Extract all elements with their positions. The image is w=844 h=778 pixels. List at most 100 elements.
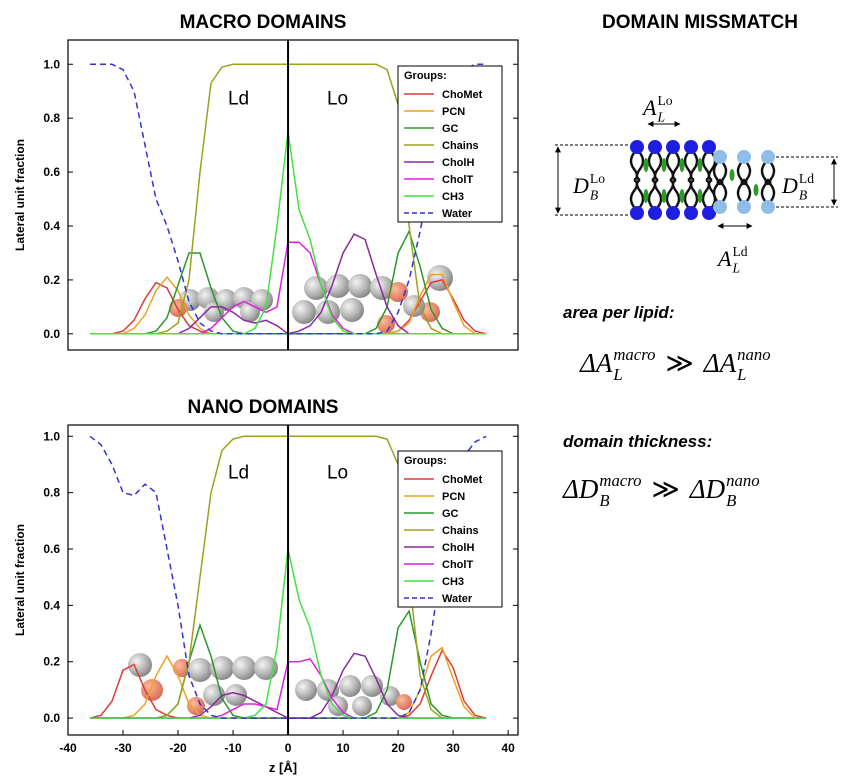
lipid-head	[648, 140, 662, 154]
math-base: ΔA	[703, 348, 737, 378]
y-tick-label: 0.2	[43, 273, 60, 287]
lipid-head	[630, 206, 644, 220]
x-axis-label: z [Å]	[269, 760, 297, 775]
lipid-head	[713, 150, 727, 164]
lipid-head	[666, 140, 680, 154]
math-base: D	[781, 173, 798, 198]
legend-title: Groups:	[404, 455, 447, 467]
legend-label: GC	[442, 123, 459, 135]
math-base: D	[572, 173, 589, 198]
lipid-head	[630, 140, 644, 154]
cholesterol	[698, 189, 703, 203]
y-tick-label: 0.8	[43, 111, 60, 125]
y-tick-label: 0.6	[43, 542, 60, 556]
legend-label: PCN	[442, 106, 465, 118]
cholesterol	[662, 158, 667, 172]
math-sup: macro	[613, 345, 655, 364]
lipid-head	[702, 140, 716, 154]
lipid-tail	[709, 153, 715, 207]
x-tick-label: 30	[446, 741, 460, 755]
lipid-tail	[655, 153, 661, 207]
cholesterol	[680, 189, 685, 203]
legend-label: Water	[442, 208, 473, 220]
math-sup: Ld	[799, 171, 814, 186]
y-tick-label: 1.0	[43, 57, 60, 71]
math-sub: L	[731, 261, 740, 276]
lipid-tail	[768, 163, 774, 201]
region-label: Lo	[327, 463, 348, 484]
legend-label: ChoMet	[442, 474, 483, 486]
lipid-tail	[685, 153, 691, 207]
legend-label: CH3	[442, 576, 464, 588]
math-base: A	[641, 95, 657, 120]
y-axis-label: Lateral unit fraction	[13, 139, 27, 251]
lipid-tail	[738, 163, 744, 201]
math-base: A	[716, 246, 732, 271]
region-label: Ld	[228, 89, 249, 110]
lipid-tail	[703, 153, 709, 207]
lipid-tail	[691, 153, 697, 207]
math-base: ΔD	[689, 474, 726, 504]
lipid-tail	[720, 163, 726, 201]
lipid-head	[666, 206, 680, 220]
lipid-tail	[673, 153, 679, 207]
lipid-head	[737, 150, 751, 164]
y-tick-label: 0.4	[43, 598, 60, 612]
math-sub: B	[590, 188, 599, 203]
lipid-head	[761, 150, 775, 164]
cholesterol	[644, 189, 649, 203]
math-base: ΔA	[579, 348, 613, 378]
legend-label: ChoMet	[442, 89, 483, 101]
cholesterol	[730, 169, 735, 181]
y-tick-label: 0.2	[43, 655, 60, 669]
math-sup: Ld	[732, 244, 747, 259]
x-tick-label: -10	[224, 741, 242, 755]
chart-title: NANO DOMAINS	[188, 397, 339, 418]
legend-label: Chains	[442, 525, 479, 537]
lipid-tail	[649, 153, 655, 207]
math-sub: B	[726, 491, 736, 510]
lipid-tail	[744, 163, 750, 201]
math-sub: B	[599, 491, 609, 510]
math-relation: ≫	[665, 348, 693, 378]
math-base: ΔD	[562, 474, 599, 504]
y-tick-label: 0.8	[43, 486, 60, 500]
lipid-tail	[714, 163, 720, 201]
math-relation: ≫	[652, 474, 680, 504]
chart-title: MACRO DOMAINS	[180, 12, 347, 33]
legend-label: Chains	[442, 140, 479, 152]
lipid-tail	[667, 153, 673, 207]
math-sub: L	[736, 365, 746, 384]
region-label: Lo	[327, 89, 348, 110]
lipid-head	[737, 200, 751, 214]
y-tick-label: 0.0	[43, 711, 60, 725]
panel-title: DOMAIN MISSMATCH	[602, 12, 798, 33]
x-tick-label: -30	[114, 741, 132, 755]
math-sub: L	[612, 365, 622, 384]
x-tick-label: 0	[285, 741, 292, 755]
cholesterol	[754, 184, 759, 196]
figure: MACRO DOMAINS Lateral unit fraction 0.0 0.2…	[0, 0, 844, 778]
x-tick-label: -40	[59, 741, 77, 755]
region-label: Ld	[228, 463, 249, 484]
section-heading: domain thickness:	[563, 432, 712, 451]
lipid-head	[684, 206, 698, 220]
x-tick-label: 20	[391, 741, 405, 755]
math-sup: Lo	[657, 93, 672, 108]
math-sup: nano	[726, 471, 759, 490]
math-sup: Lo	[590, 171, 605, 186]
lipid-tail	[762, 163, 768, 201]
lipid-head	[648, 206, 662, 220]
y-tick-label: 0.4	[43, 219, 60, 233]
legend-title: Groups:	[404, 70, 447, 82]
lipid-tail	[637, 153, 643, 207]
math-sup: nano	[737, 345, 770, 364]
x-tick-label: -20	[169, 741, 187, 755]
lipid-tail	[631, 153, 637, 207]
lipid-head	[713, 200, 727, 214]
legend-label: CH3	[442, 191, 464, 203]
section-heading: area per lipid:	[563, 303, 674, 322]
legend-label: CholH	[442, 542, 474, 554]
cholesterol	[698, 158, 703, 172]
legend-label: CholT	[442, 174, 473, 186]
